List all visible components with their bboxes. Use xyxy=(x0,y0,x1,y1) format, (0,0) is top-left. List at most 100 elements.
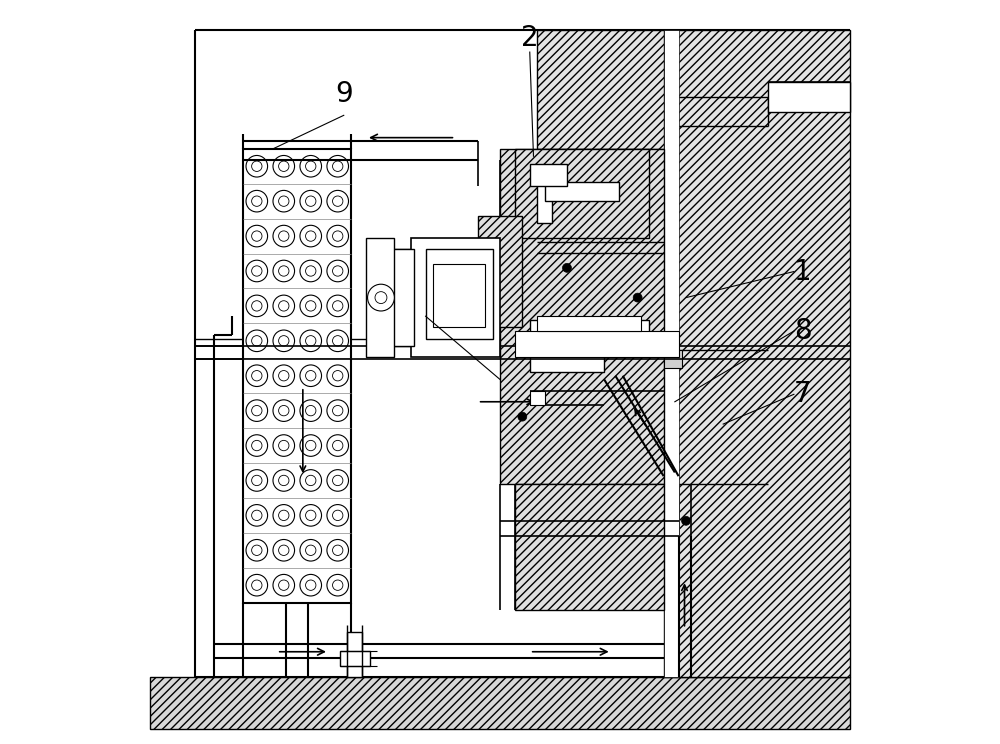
Circle shape xyxy=(327,469,349,491)
Circle shape xyxy=(333,405,343,416)
Circle shape xyxy=(375,292,387,304)
Text: 3: 3 xyxy=(426,288,443,316)
Circle shape xyxy=(300,155,322,177)
Circle shape xyxy=(333,301,343,311)
Circle shape xyxy=(279,405,289,416)
Circle shape xyxy=(273,365,295,387)
Text: 9: 9 xyxy=(335,80,353,108)
Circle shape xyxy=(273,225,295,247)
Bar xyxy=(340,651,370,666)
Circle shape xyxy=(246,295,268,317)
Circle shape xyxy=(273,400,295,421)
Circle shape xyxy=(306,301,316,311)
Circle shape xyxy=(333,266,343,276)
Circle shape xyxy=(327,225,349,247)
Circle shape xyxy=(300,434,322,456)
Bar xyxy=(411,238,500,357)
Circle shape xyxy=(300,365,322,387)
Circle shape xyxy=(306,336,316,346)
Circle shape xyxy=(273,574,295,596)
Circle shape xyxy=(279,196,289,206)
Circle shape xyxy=(246,330,268,352)
Circle shape xyxy=(246,155,268,177)
Bar xyxy=(664,350,682,368)
Circle shape xyxy=(252,440,262,451)
Circle shape xyxy=(273,190,295,212)
Circle shape xyxy=(327,539,349,561)
Circle shape xyxy=(252,301,262,311)
Circle shape xyxy=(368,284,394,311)
Circle shape xyxy=(327,260,349,282)
Circle shape xyxy=(306,510,316,521)
Bar xyxy=(768,82,850,112)
Circle shape xyxy=(333,510,343,521)
Circle shape xyxy=(246,365,268,387)
Circle shape xyxy=(252,580,262,590)
Bar xyxy=(426,249,493,339)
Circle shape xyxy=(246,574,268,596)
Circle shape xyxy=(246,469,268,491)
Circle shape xyxy=(327,434,349,456)
Bar xyxy=(515,149,649,238)
Bar xyxy=(515,484,664,610)
Circle shape xyxy=(246,190,268,212)
Circle shape xyxy=(252,405,262,416)
Circle shape xyxy=(246,434,268,456)
Circle shape xyxy=(252,231,262,241)
Circle shape xyxy=(306,196,316,206)
Circle shape xyxy=(306,580,316,590)
Circle shape xyxy=(279,440,289,451)
Bar xyxy=(530,391,545,405)
Bar xyxy=(537,171,552,223)
Text: 7: 7 xyxy=(794,380,812,408)
Circle shape xyxy=(300,225,322,247)
Circle shape xyxy=(327,295,349,317)
Circle shape xyxy=(333,440,343,451)
Bar xyxy=(664,30,850,677)
Circle shape xyxy=(333,231,343,241)
Circle shape xyxy=(246,260,268,282)
Circle shape xyxy=(300,504,322,526)
Circle shape xyxy=(252,475,262,486)
Circle shape xyxy=(327,504,349,526)
Circle shape xyxy=(279,580,289,590)
Circle shape xyxy=(273,504,295,526)
Circle shape xyxy=(306,161,316,171)
Bar xyxy=(500,149,664,484)
Circle shape xyxy=(306,440,316,451)
Circle shape xyxy=(333,475,343,486)
Circle shape xyxy=(273,539,295,561)
Circle shape xyxy=(252,545,262,556)
Circle shape xyxy=(306,266,316,276)
Circle shape xyxy=(327,574,349,596)
Circle shape xyxy=(306,405,316,416)
Circle shape xyxy=(273,434,295,456)
Circle shape xyxy=(273,155,295,177)
Circle shape xyxy=(279,475,289,486)
Circle shape xyxy=(300,574,322,596)
Circle shape xyxy=(252,336,262,346)
Bar xyxy=(537,30,664,149)
Circle shape xyxy=(333,196,343,206)
Circle shape xyxy=(306,545,316,556)
Bar xyxy=(478,216,522,327)
Circle shape xyxy=(246,400,268,421)
Circle shape xyxy=(246,504,268,526)
Circle shape xyxy=(252,161,262,171)
Circle shape xyxy=(279,545,289,556)
Circle shape xyxy=(633,293,642,302)
Circle shape xyxy=(562,263,571,272)
Circle shape xyxy=(279,371,289,381)
Circle shape xyxy=(300,330,322,352)
Circle shape xyxy=(333,161,343,171)
Bar xyxy=(530,320,649,350)
Circle shape xyxy=(333,580,343,590)
Circle shape xyxy=(518,412,527,421)
Circle shape xyxy=(246,539,268,561)
Circle shape xyxy=(279,510,289,521)
Bar xyxy=(366,238,394,357)
Circle shape xyxy=(279,266,289,276)
Circle shape xyxy=(273,260,295,282)
Circle shape xyxy=(333,545,343,556)
Text: 8: 8 xyxy=(794,317,812,345)
